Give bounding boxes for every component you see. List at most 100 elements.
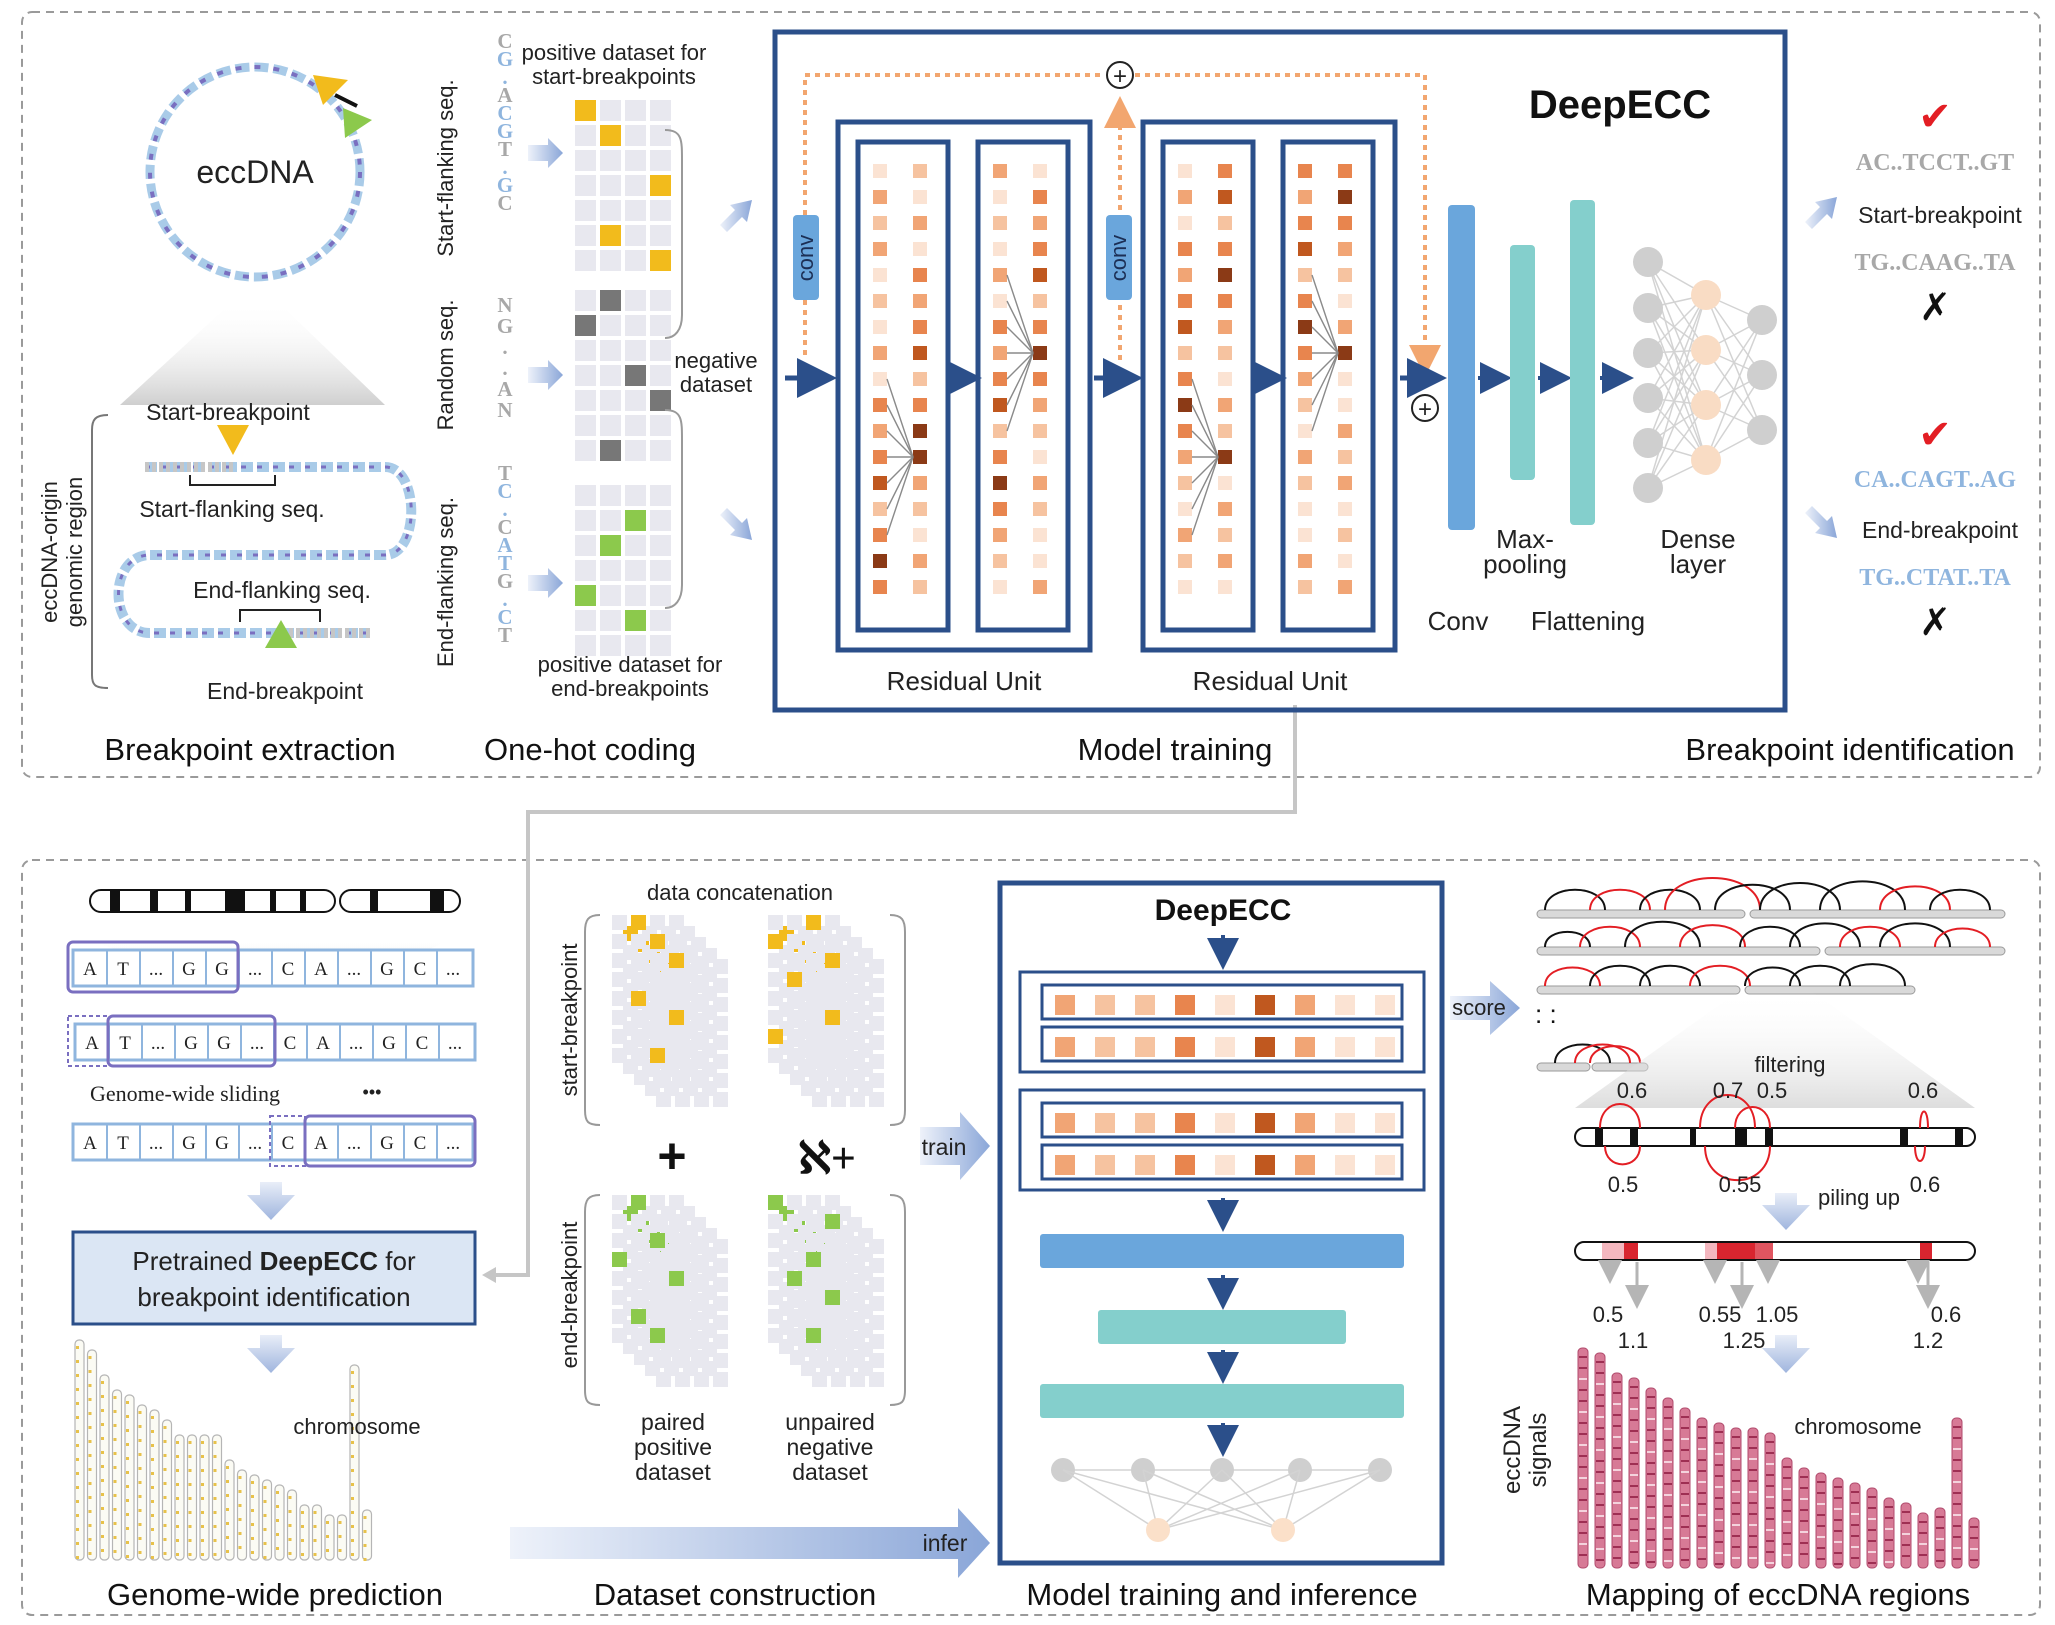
onehot-cell xyxy=(650,200,671,221)
residual-cell xyxy=(873,398,887,412)
bottom-residual-cell xyxy=(1135,1037,1155,1057)
dataset-cell xyxy=(631,1328,646,1343)
dataset-cell xyxy=(806,1271,821,1286)
prediction-signal-dot xyxy=(88,1482,92,1485)
karyotype-band xyxy=(1766,1463,1774,1465)
prediction-signal-dot xyxy=(351,1413,354,1416)
residual-cell xyxy=(1033,450,1047,464)
onehot-cell xyxy=(625,535,646,556)
dataset-cell xyxy=(825,915,840,930)
arrow-start-to-grid xyxy=(528,138,563,168)
end-negative-seq: TG..CTAT..TA xyxy=(1859,565,2011,591)
onehot-cell xyxy=(625,610,646,631)
karyotype-band xyxy=(1851,1546,1859,1548)
prediction-signal-dot xyxy=(351,1511,354,1514)
dataset-cell xyxy=(650,1214,665,1229)
karyotype-band xyxy=(1613,1524,1621,1526)
prediction-signal-dot xyxy=(76,1360,79,1363)
prediction-signal-dot xyxy=(138,1467,142,1470)
filtered-arc-bottom xyxy=(1604,1145,1641,1166)
onehot-cell xyxy=(625,365,646,386)
prediction-signal-dot xyxy=(76,1388,79,1391)
prediction-signal-dot xyxy=(363,1558,367,1561)
karyotype-band xyxy=(1647,1396,1655,1398)
karyotype-band xyxy=(1613,1502,1621,1504)
dataset-cell xyxy=(631,1048,646,1063)
residual-cell xyxy=(913,190,927,204)
prediction-signal-dot xyxy=(201,1525,204,1528)
prediction-signal-dot xyxy=(151,1528,154,1531)
prediction-signal-dot xyxy=(351,1441,354,1444)
dataset-cell xyxy=(669,972,684,987)
prediction-signal-dot xyxy=(288,1510,292,1513)
residual-cell xyxy=(1338,268,1352,282)
prediction-signal-dot xyxy=(126,1443,129,1446)
residual-cell xyxy=(873,554,887,568)
sequence-letter: N xyxy=(497,293,512,317)
prediction-signal-dot xyxy=(351,1525,354,1528)
start-check-icon: ✔ xyxy=(1918,95,1952,139)
prediction-chromosome xyxy=(86,1349,98,1561)
prediction-signal-dot xyxy=(101,1437,104,1440)
karyotype-band xyxy=(1749,1447,1757,1449)
prediction-signal-dot xyxy=(351,1427,354,1430)
residual-cell xyxy=(1338,398,1352,412)
karyotype-band xyxy=(1596,1427,1604,1429)
maxpool-bar xyxy=(1510,245,1535,480)
paired-line1: paired xyxy=(641,1409,705,1435)
residual-cell xyxy=(1338,372,1352,386)
residual-cell xyxy=(1178,450,1192,464)
dataset-cell xyxy=(650,915,665,930)
end-check-icon: ✔ xyxy=(1918,413,1952,457)
prediction-signal-dot xyxy=(351,1539,354,1542)
dense-edge xyxy=(1705,374,1763,461)
residual-cell xyxy=(873,242,887,256)
residual-cell xyxy=(993,398,1007,412)
karyotype-chromosome xyxy=(1883,1497,1895,1569)
prediction-signal-dot xyxy=(188,1469,192,1472)
read-arc xyxy=(1664,876,1761,911)
infer-arrow xyxy=(510,1508,990,1578)
residual-cell xyxy=(1178,372,1192,386)
dense-node xyxy=(1633,383,1663,413)
dataset-cell xyxy=(669,934,684,949)
bottom-residual-cell xyxy=(1215,1113,1235,1133)
paired-line2: positive xyxy=(634,1434,712,1460)
karyotype-band xyxy=(1647,1462,1655,1464)
karyotype-band xyxy=(1783,1477,1791,1479)
dataset-cell xyxy=(631,1010,646,1025)
breakpoint-extraction-title: Breakpoint extraction xyxy=(104,732,395,767)
dataset-cell xyxy=(669,953,684,968)
dataset-cell xyxy=(806,1048,821,1063)
karyotype-band xyxy=(1579,1433,1587,1435)
karyotype-band xyxy=(1919,1532,1927,1534)
prediction-chromosome xyxy=(136,1404,148,1561)
bottom-residual-cell xyxy=(1335,1155,1355,1175)
arrow-piling xyxy=(1762,1193,1810,1230)
onehot-cell xyxy=(600,510,621,531)
karyotype-band xyxy=(1902,1555,1910,1557)
dataset-cell xyxy=(825,1195,840,1210)
karyotype-band xyxy=(1766,1540,1774,1542)
residual-cell xyxy=(1298,190,1312,204)
read-arc xyxy=(1639,964,1701,987)
dataset-cell xyxy=(825,1010,840,1025)
onehot-cell xyxy=(625,315,646,336)
dense-node xyxy=(1691,335,1721,365)
karyotype-band xyxy=(1715,1552,1723,1554)
prediction-chromosome xyxy=(324,1514,335,1561)
sliding-window-prev-2 xyxy=(269,1115,306,1167)
sequence-letter: C xyxy=(497,605,512,629)
karyotype-band xyxy=(1817,1547,1825,1549)
prediction-chromosome xyxy=(349,1364,360,1561)
bottom-dense-network xyxy=(1051,1458,1392,1542)
residual-cell xyxy=(1033,554,1047,568)
karyotype-band xyxy=(1579,1422,1587,1424)
dataset-cell xyxy=(787,1328,802,1343)
onehot-cell xyxy=(625,440,646,461)
karyotype-band xyxy=(1579,1466,1587,1468)
bottom-residual-cell xyxy=(1255,1155,1275,1175)
residual-cell xyxy=(1178,346,1192,360)
dataset-construction-panel: data concatenation start-breakpoint end-… xyxy=(510,880,990,1612)
karyotype-band xyxy=(1868,1529,1876,1531)
